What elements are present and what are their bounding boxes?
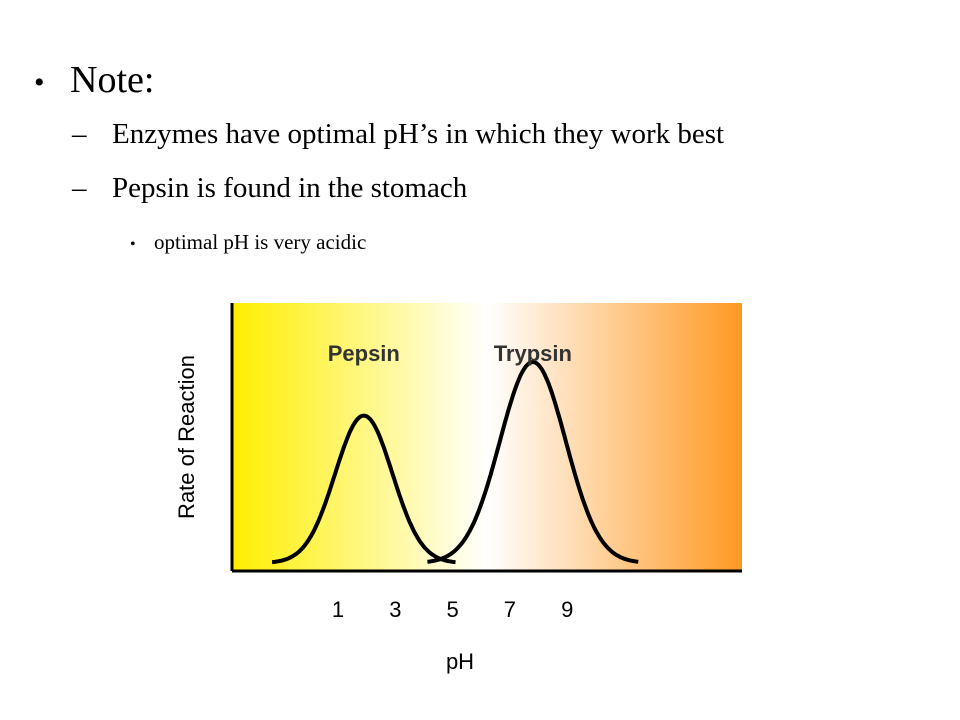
bullet-enzymes: – Enzymes have optimal pH’s in which the… [72, 118, 724, 151]
bullet-pepsin: – Pepsin is found in the stomach [72, 172, 467, 205]
bullet-dash: – [72, 172, 87, 204]
x-tick-label: 9 [561, 597, 573, 622]
series-label-pepsin: Pepsin [328, 341, 400, 366]
chart-background [232, 303, 742, 571]
bullet-dot: • [130, 236, 136, 253]
curve-pepsin [271, 413, 456, 565]
ph-rate-chart: Pepsin Trypsin 1 3 5 7 9 Rate of Reaction pH [174, 303, 742, 674]
bullet-dot: • [34, 66, 45, 99]
bullet-enzymes-text: Enzymes have optimal pH’s in which they … [112, 118, 725, 150]
x-axis-label: pH [446, 649, 474, 674]
bullet-note: • Note: [34, 58, 154, 102]
bullet-pepsin-text: Pepsin is found in the stomach [112, 172, 468, 204]
curve-trypsin [427, 359, 639, 564]
bullet-acidic: • optimal pH is very acidic [130, 230, 366, 255]
x-tick-label: 7 [504, 597, 516, 622]
series-label-trypsin: Trypsin [494, 341, 572, 366]
x-tick-label: 1 [332, 597, 344, 622]
bullet-heading: Note: [70, 59, 155, 101]
y-axis-label: Rate of Reaction [174, 355, 199, 519]
x-tick-label: 5 [446, 597, 458, 622]
x-tick-label: 3 [389, 597, 401, 622]
bullet-acidic-text: optimal pH is very acidic [154, 230, 367, 254]
bullet-dash: – [72, 118, 87, 150]
